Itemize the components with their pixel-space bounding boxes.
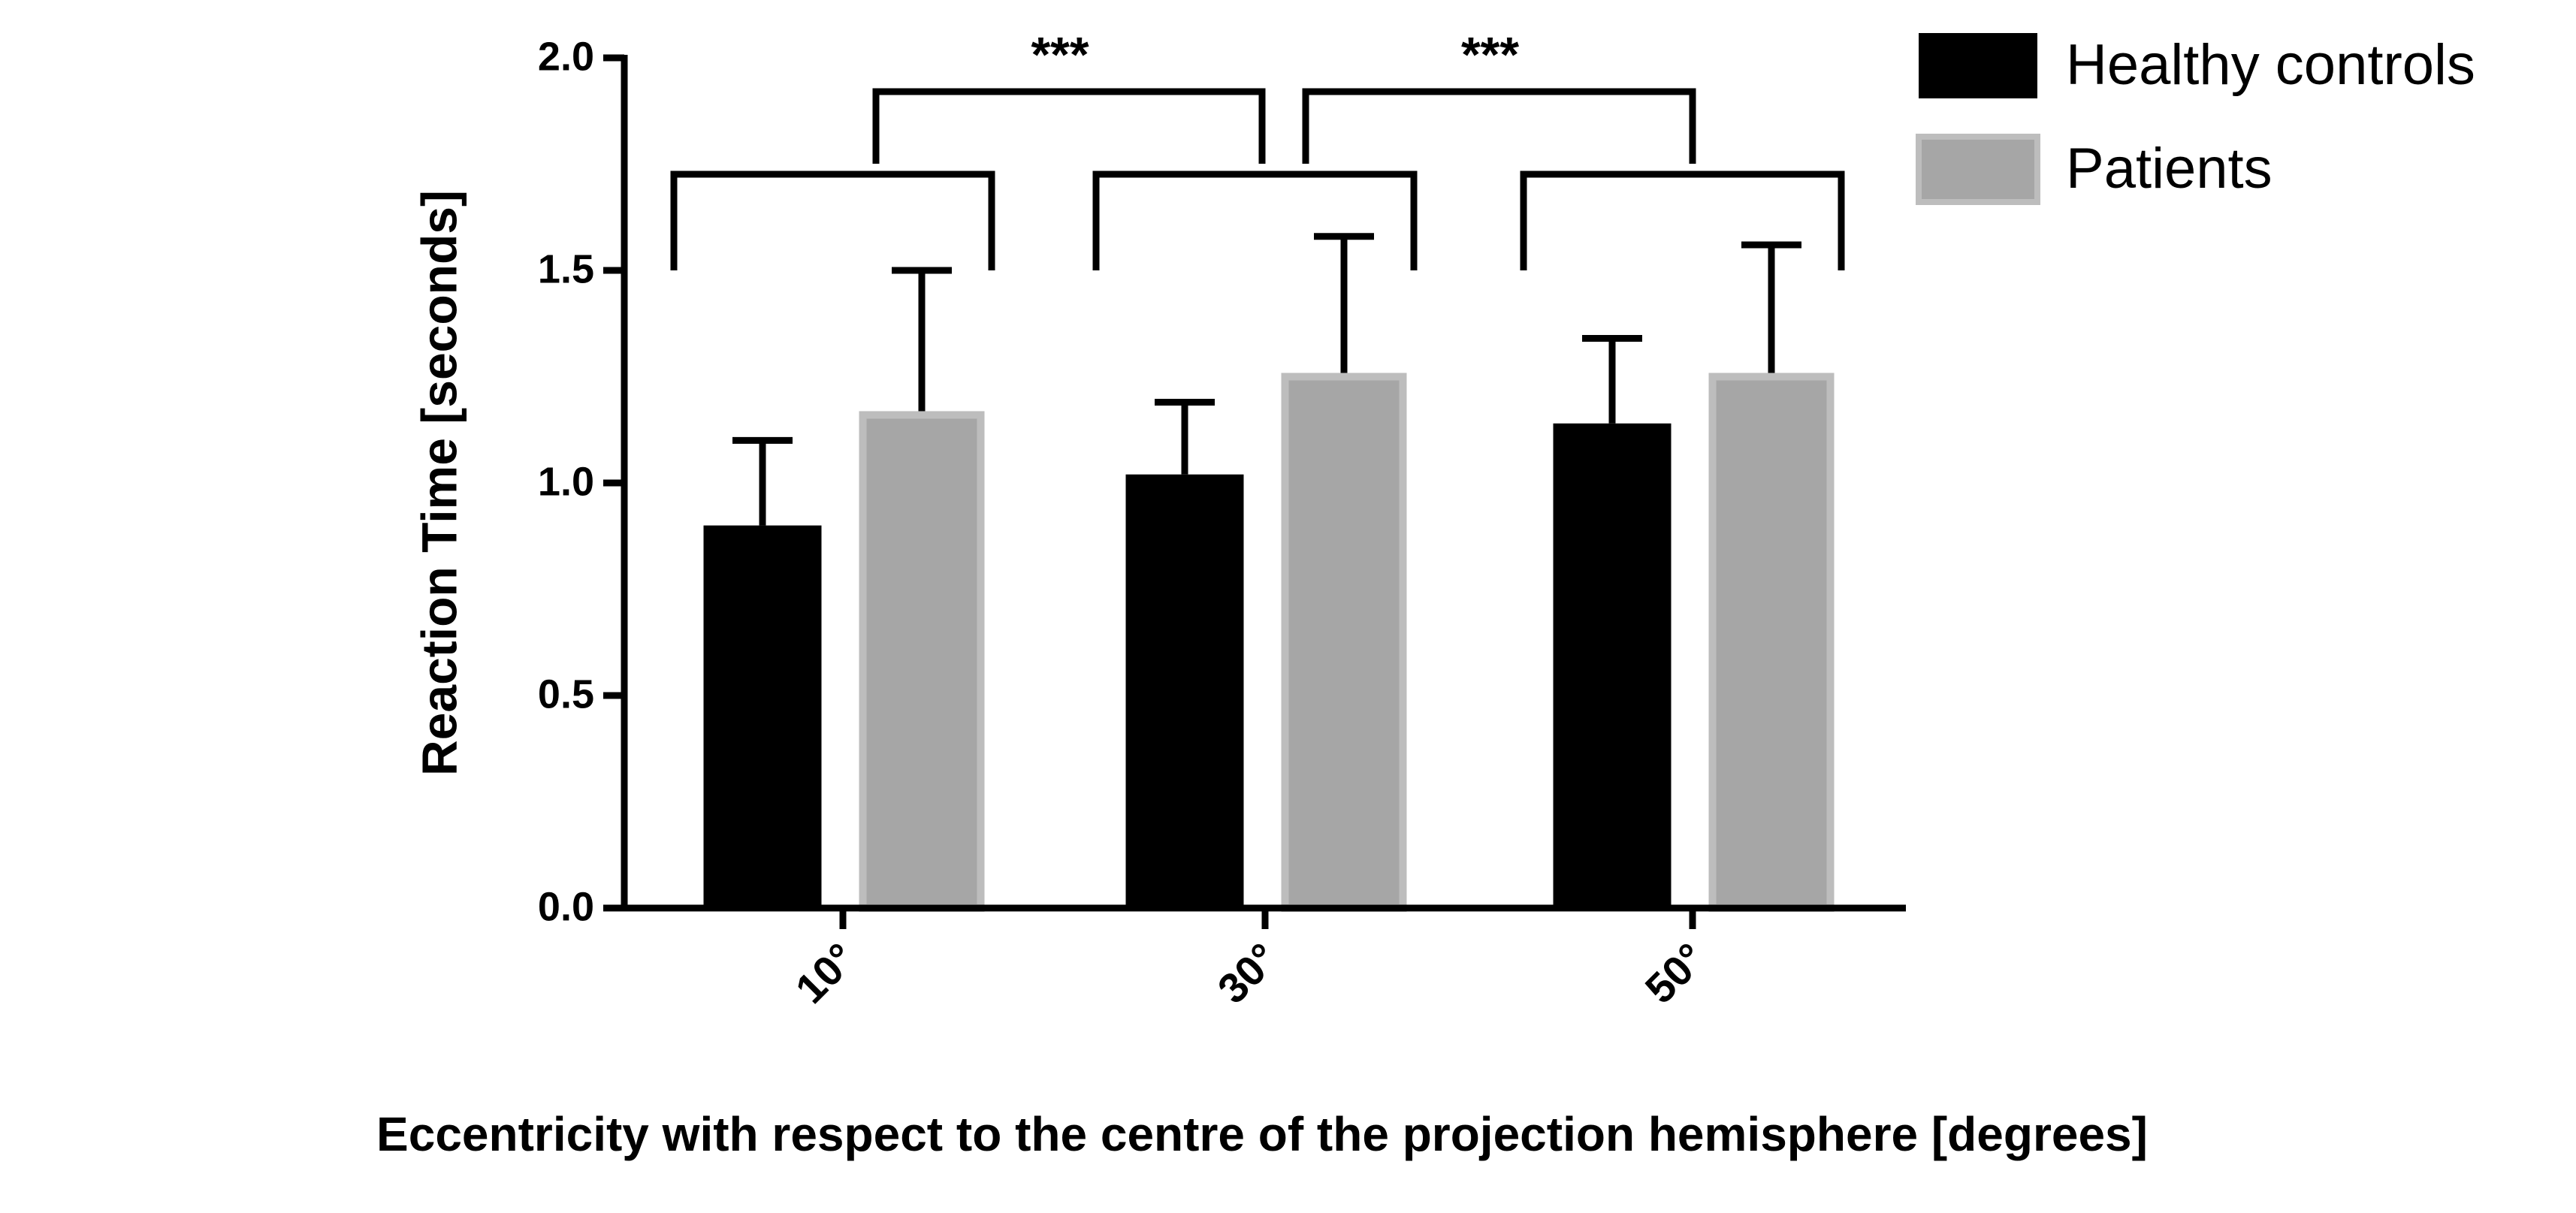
legend-swatch bbox=[1919, 33, 2037, 98]
bar bbox=[1281, 373, 1407, 912]
bar bbox=[1125, 474, 1244, 908]
bar bbox=[1553, 423, 1672, 908]
significance-bracket bbox=[1302, 88, 1696, 164]
y-tick-label: 0.5 bbox=[538, 671, 594, 717]
y-axis-label: Reaction Time [seconds] bbox=[411, 190, 467, 776]
legend-label: Healthy controls bbox=[2066, 33, 2475, 97]
y-tick-label: 1.0 bbox=[538, 459, 594, 504]
x-axis-label: Eccentricity with respect to the centre … bbox=[376, 1107, 2148, 1161]
significance-label: *** bbox=[1031, 26, 1089, 82]
legend-label: Patients bbox=[2066, 137, 2272, 201]
bar bbox=[1708, 373, 1835, 912]
legend-swatch bbox=[1916, 134, 2040, 205]
significance-bracket bbox=[1520, 170, 1845, 270]
x-tick-label: 10° bbox=[787, 934, 865, 1012]
significance-bracket bbox=[872, 88, 1266, 164]
significance-bracket bbox=[670, 170, 995, 270]
bar bbox=[859, 411, 985, 912]
x-tick-label: 50° bbox=[1636, 934, 1714, 1012]
y-tick-label: 1.5 bbox=[538, 246, 594, 291]
x-tick-label: 30° bbox=[1209, 934, 1287, 1012]
significance-bracket bbox=[1092, 170, 1418, 270]
bar bbox=[703, 525, 822, 908]
significance-label: *** bbox=[1461, 26, 1519, 82]
y-tick-label: 0.0 bbox=[538, 884, 594, 929]
y-tick-label: 2.0 bbox=[538, 34, 594, 79]
